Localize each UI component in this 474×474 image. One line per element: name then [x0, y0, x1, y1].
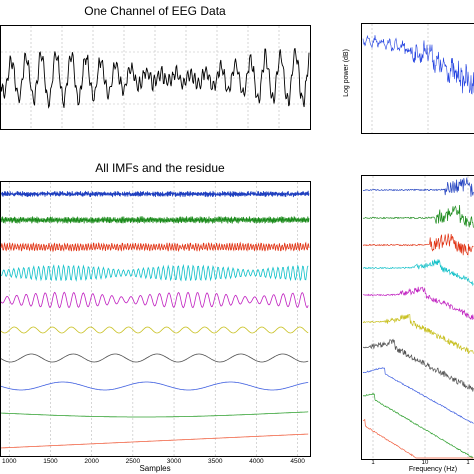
- imf-line-4: [0, 263, 309, 282]
- spectrum-ylabel: Log power (dB): [343, 49, 350, 97]
- eeg-line: [0, 48, 310, 109]
- eeg-panel-frame: [0, 25, 311, 130]
- imf-x-tick-label: 4000: [249, 458, 264, 465]
- imf-spectrum-line-2: [362, 204, 474, 228]
- imf-traces: [0, 190, 310, 449]
- imf-gridlines: [8, 182, 298, 456]
- imf-spectrum-line-3: [362, 233, 474, 256]
- spectrum-line: [362, 34, 474, 95]
- imf-x-tick-label: 2500: [126, 458, 141, 465]
- imf-spectrum-line-8: [362, 367, 474, 424]
- imf-spectrum-line-6: [362, 314, 474, 354]
- imf-line-10: [0, 433, 309, 449]
- imf-spectrum-line-5: [362, 286, 474, 320]
- eeg-trace: [0, 48, 310, 109]
- spectrum-trace: [362, 34, 474, 95]
- imf-line-6: [0, 326, 309, 334]
- imf-x-tick-label: 1500: [43, 458, 58, 465]
- imf-spectra-xlabel: Frequency (Hz): [409, 466, 457, 473]
- imf-line-8: [0, 381, 309, 391]
- imf-spectra-gridlines: [372, 176, 469, 459]
- imf-x-tick-label: 4500: [290, 458, 305, 465]
- imf-spectrum-line-1: [363, 177, 474, 197]
- imf-spectra-x-tick-label: 1: [371, 460, 375, 466]
- imf-panel-title: All IMFs and the residue: [95, 161, 225, 175]
- imf-line-5: [0, 291, 309, 309]
- imf-x-tick-label: 2000: [84, 458, 99, 465]
- eeg-gridlines: [1, 26, 310, 129]
- imf-line-1: [0, 190, 310, 198]
- imf-spectrum-line-4: [362, 259, 474, 287]
- imf-spectra-x-tick-label: 10: [422, 460, 429, 466]
- imf-x-tick-label: 3500: [208, 458, 223, 465]
- imf-line-2: [0, 215, 310, 225]
- imf-x-tick-label: 3000: [167, 458, 182, 465]
- imf-spectra-x-tick-label: 1: [466, 460, 470, 466]
- imf-line-9: [0, 411, 309, 418]
- eeg-panel-title: One Channel of EEG Data: [84, 4, 226, 18]
- imf-x-tick-label: 1000: [2, 458, 17, 465]
- imf-spectra-panel-frame: [361, 175, 474, 460]
- imf-spectrum-line-10: [362, 418, 474, 459]
- imf-x-ticks: 1000 1500 2000 2500 3000 3500 4000 4500: [2, 458, 305, 465]
- spectrum-panel-frame: [361, 23, 474, 134]
- imf-spectrum-line-9: [362, 393, 474, 459]
- imf-line-3: [0, 241, 310, 253]
- imf-xlabel: Samples: [139, 464, 170, 473]
- imf-line-7: [0, 353, 309, 363]
- imf-spectra-traces: [362, 177, 474, 459]
- imf-spectrum-line-7: [362, 338, 474, 392]
- imf-panel-frame: [0, 181, 311, 457]
- imf-spectra-x-ticks: 1 10 1: [371, 460, 470, 466]
